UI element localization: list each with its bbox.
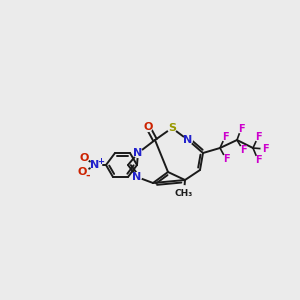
Circle shape [177,186,191,200]
Text: N: N [183,135,193,145]
Text: N: N [90,160,100,170]
Text: N: N [132,172,142,182]
Text: -: - [86,171,90,181]
Circle shape [261,145,269,153]
Text: F: F [240,145,246,155]
Circle shape [144,123,152,131]
Text: O: O [143,122,153,132]
Text: S: S [168,123,176,133]
Circle shape [77,167,88,178]
Text: F: F [238,124,244,134]
Circle shape [168,124,176,132]
Circle shape [134,148,142,158]
Text: N: N [134,148,142,158]
Circle shape [133,172,141,182]
Circle shape [184,136,192,144]
Text: F: F [255,155,261,165]
Circle shape [90,159,102,171]
Text: F: F [223,154,229,164]
Circle shape [79,153,89,163]
Text: O: O [77,167,87,177]
Circle shape [239,146,247,154]
Circle shape [254,133,262,141]
Circle shape [254,156,262,164]
Circle shape [237,125,245,133]
Text: +: + [98,157,104,166]
Circle shape [222,155,230,163]
Text: CH₃: CH₃ [175,188,193,197]
Text: F: F [255,132,261,142]
Text: F: F [222,132,228,142]
Text: F: F [262,144,268,154]
Text: O: O [79,153,89,163]
Circle shape [221,133,229,141]
